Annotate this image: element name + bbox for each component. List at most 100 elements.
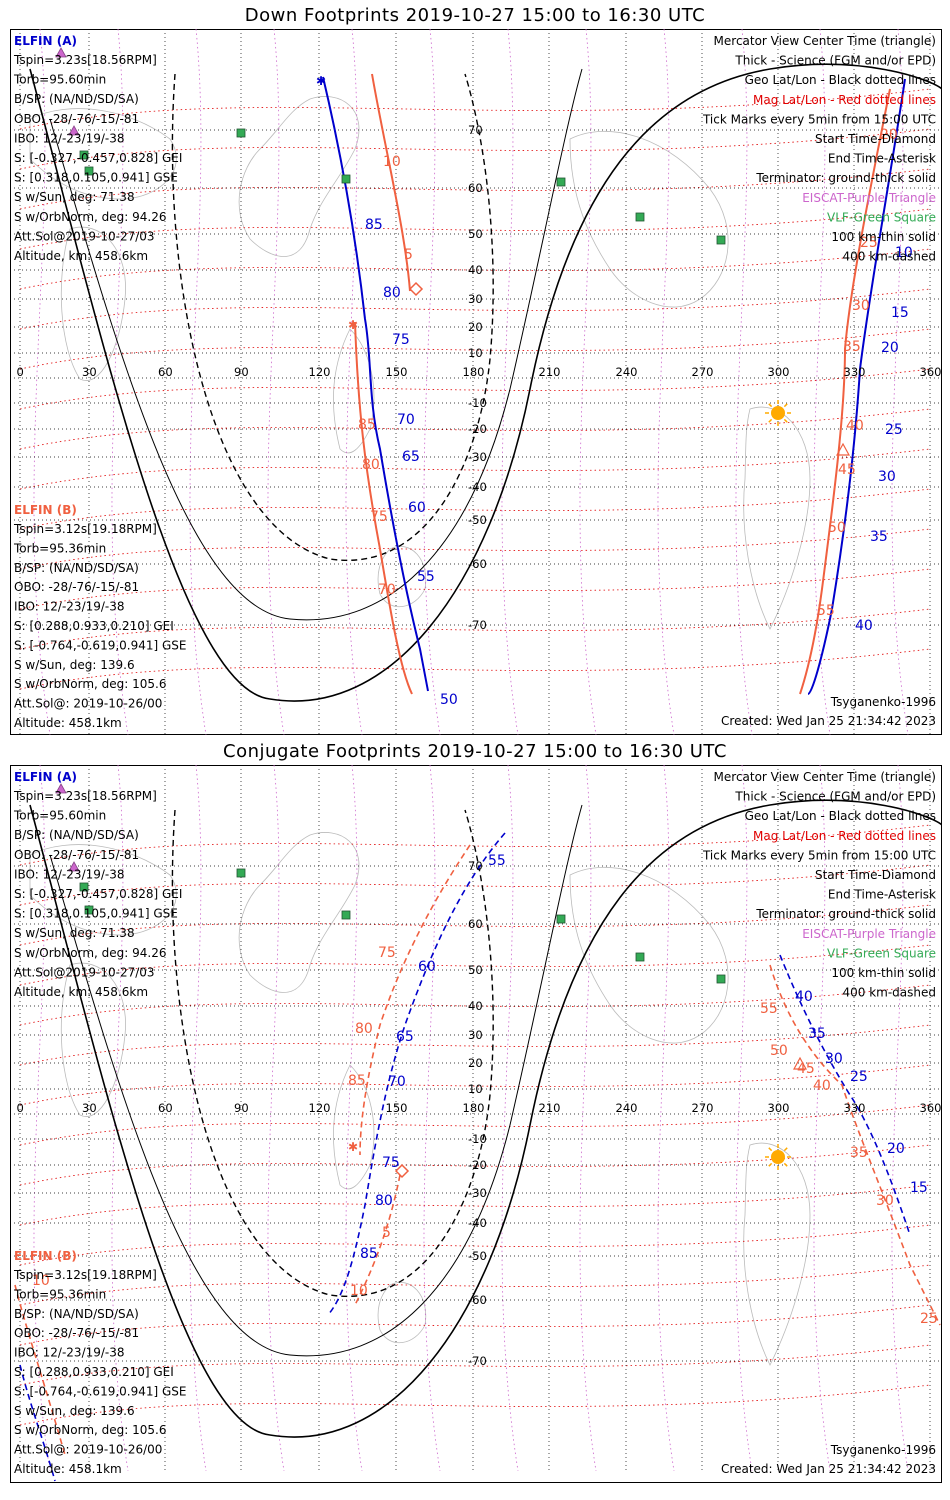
- elfin-b-info: S w/OrbNorm, deg: 105.6: [14, 1423, 166, 1437]
- mag-latitude-line: [19, 984, 931, 1026]
- longitude-label: 90: [234, 365, 249, 379]
- continent-outline: [377, 1282, 427, 1344]
- longitude-label: 270: [692, 365, 714, 379]
- mag-latitude-line: [19, 1304, 931, 1346]
- legend-entry: 400 km-dashed: [842, 986, 936, 1000]
- latitude-label: 70: [468, 859, 483, 873]
- longitude-label: 240: [616, 365, 638, 379]
- longitude-label: 150: [386, 365, 408, 379]
- latitude-label: -30: [468, 450, 487, 464]
- vlf-station-square: [341, 910, 351, 920]
- vlf-station-square: [635, 212, 645, 222]
- vlf-station-square: [79, 150, 89, 160]
- legend-entry: VLF-Green Square: [827, 946, 936, 960]
- elfin-a-tick-label: 70: [388, 1074, 406, 1090]
- elfin-b-info: Altitude: 458.1km: [14, 1462, 122, 1476]
- vlf-station-square: [236, 868, 246, 878]
- longitude-label: 270: [692, 1101, 714, 1115]
- elfin-b-tick-label: 30: [852, 298, 870, 314]
- info-text: ELFIN (A) Tspin=3.23s[18.56RPM] Torb=95.60…: [13, 34, 936, 730]
- mag-latitude-line: [19, 408, 931, 450]
- legend-entry: Start Time-Diamond: [815, 132, 936, 146]
- sun-icon: [771, 1150, 785, 1164]
- elfin-a-tick-label: 55: [488, 853, 506, 869]
- info-text: ELFIN (A) Tspin=3.23s[18.56RPM] Torb=95.60…: [13, 770, 936, 1476]
- elfin-a-info: S w/Sun, deg: 71.38: [14, 926, 135, 940]
- elfin-a-tick-label: 80: [375, 1193, 393, 1209]
- elfin-a-info: B/SP: (NA/ND/SD/SA): [14, 828, 139, 842]
- elfin-b-track-east: [799, 88, 891, 695]
- sun-ray: [783, 1147, 788, 1152]
- elfin-b-conj-track-east: [769, 964, 941, 1326]
- elfin-a-info: Att.Sol@2019-10-27/03: [14, 229, 155, 243]
- legend-entry: Start Time-Diamond: [815, 868, 936, 882]
- elfin-a-tick-label: 25: [885, 422, 903, 438]
- mag-latitude-line: [19, 1264, 931, 1306]
- sun-icon: [771, 406, 785, 420]
- continent-outline: [60, 226, 126, 381]
- continent-outlines: [29, 832, 811, 1366]
- mag-latitude-line: [19, 568, 931, 610]
- latitude-label: 10: [468, 1082, 483, 1096]
- elfin-a-info: OBO: -28/-76/-15/-81: [14, 112, 139, 126]
- latitude-label: 70: [468, 123, 483, 137]
- elfin-a-tick-label: 60: [408, 500, 426, 516]
- map-frame: [10, 29, 942, 735]
- eiscat-triangle: [55, 783, 67, 794]
- start-diamond: [394, 1163, 410, 1179]
- elfin-b-tick-label: 80: [355, 1021, 373, 1037]
- continent-outline: [60, 962, 126, 1117]
- elfin-b-name: ELFIN (B): [14, 1249, 77, 1263]
- mag-latitude-line: [19, 1064, 931, 1106]
- geo-latlon-grid: [10, 765, 942, 1471]
- elfin-b-info: B/SP: (NA/ND/SD/SA): [14, 1307, 139, 1321]
- elfin-b-info: S: [-0.764,-0.619,0.941] GSE: [14, 638, 187, 652]
- terminator-ground: [29, 63, 942, 702]
- elfin-a-info: S: [-0.327,-0.457,0.828] GEI: [14, 151, 182, 165]
- elfin-b-tick-label: 5: [404, 247, 413, 263]
- continent-outline: [333, 1064, 375, 1190]
- elfin-b-conj-track: [359, 844, 471, 1156]
- mag-latitude-line: [19, 944, 931, 986]
- elfin-b-info: OBO: -28/-76/-15/-81: [14, 1326, 139, 1340]
- elfin-b-info: B/SP: (NA/ND/SD/SA): [14, 561, 139, 575]
- elfin-b-tick-label: 85: [348, 1073, 366, 1089]
- latitude-label: 30: [468, 1028, 483, 1042]
- created-timestamp: Created: Wed Jan 25 21:34:42 2023: [721, 1462, 936, 1476]
- terminator-lines: [29, 799, 942, 1438]
- tick-labels: 5560657075808540353025201575808510540455…: [32, 853, 938, 1327]
- vlf-station-square: [84, 905, 94, 915]
- sun-ray: [783, 418, 788, 423]
- elfin-a-info: S: [0.318,0.105,0.941] GSE: [14, 907, 178, 921]
- sun-ray: [768, 418, 773, 423]
- mag-latitude-line: [19, 864, 931, 906]
- elfin-a-info: IBO: 12/-23/19/-38: [14, 867, 125, 881]
- latitude-label: -50: [468, 1249, 487, 1263]
- elfin-b-info: IBO: 12/-23/19/-38: [14, 600, 125, 614]
- elfin-b-tick-label: 30: [876, 1193, 894, 1209]
- latitude-label: -20: [468, 1158, 487, 1172]
- continent-outline: [743, 1142, 811, 1366]
- elfin-a-tick-label: 85: [365, 217, 383, 233]
- longitude-label: 120: [309, 1101, 331, 1115]
- longitude-label: 330: [844, 1101, 866, 1115]
- longitude-label: 30: [82, 365, 97, 379]
- mag-latitude-line: [19, 1024, 931, 1066]
- latitude-label: -40: [468, 480, 487, 494]
- axis-labels: 0 30 60 90 120 150 180 210 240 270 300 330 360 70 60 50…: [17, 123, 942, 632]
- mag-latitude-line: [19, 648, 931, 690]
- elfin-b-info: Tspin=3.12s[19.18RPM]: [13, 1268, 157, 1282]
- elfin-a-tick-label: 55: [417, 569, 435, 585]
- continent-outline: [29, 108, 177, 200]
- mag-latitude-line: [19, 128, 931, 170]
- legend-entry: 100 km-thin solid: [831, 966, 936, 980]
- sun-ray: [783, 403, 788, 408]
- elfin-a-track-east: [807, 78, 906, 695]
- elfin-b-name: ELFIN (B): [14, 503, 77, 517]
- vlf-station-square: [635, 952, 645, 962]
- down-footprints-map: ✱✱ 8580757065605550101520253035401058580…: [10, 29, 942, 735]
- elfin-a-name: ELFIN (A): [14, 770, 77, 784]
- latitude-label: 60: [468, 181, 483, 195]
- elfin-b-tick-label: 25: [920, 1311, 938, 1327]
- longitude-label: 60: [158, 365, 173, 379]
